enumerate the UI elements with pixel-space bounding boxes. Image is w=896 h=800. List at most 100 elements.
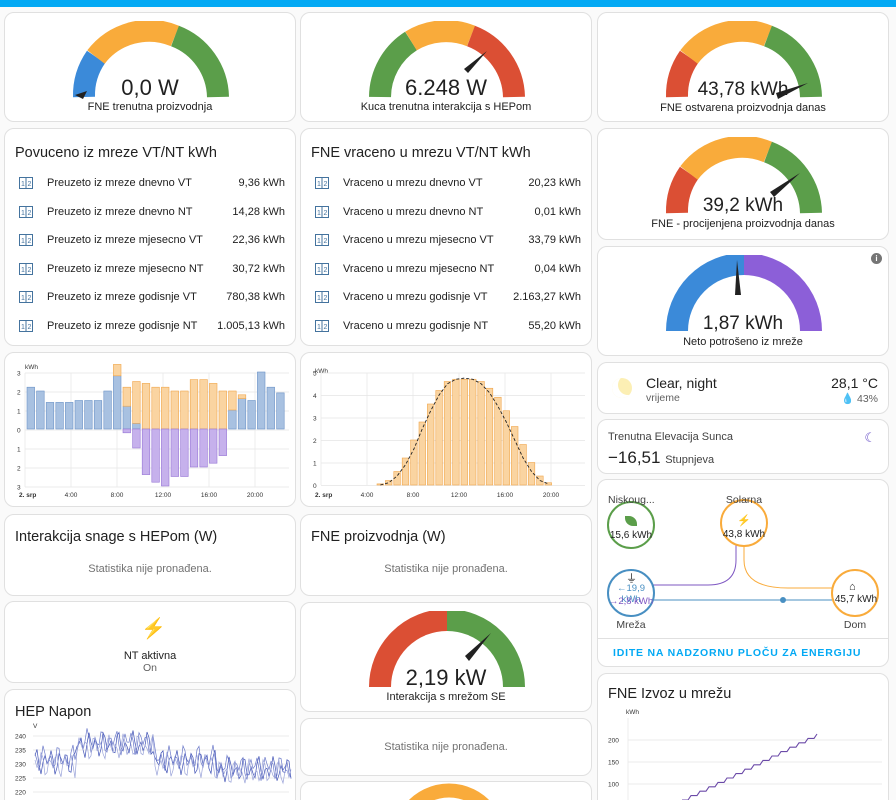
bar-grid-export [218, 428, 227, 456]
bar-solar-used [132, 381, 141, 424]
gauge-card-grid-se[interactable]: 2,19 kW Interakcija s mrežom SE [300, 602, 592, 712]
fne-export-card[interactable]: FNE Izvoz u mrežu kWh 200 150 100 [597, 673, 889, 800]
entity-row[interactable]: 1 2 Vraceno u mrezu dnevno VT 20,23 kWh [311, 173, 581, 193]
weather-card[interactable]: Clear, night vrijeme 28,1 °C 💧 43% [597, 362, 889, 414]
entity-name: Preuzeto iz mreze dnevno VT [47, 177, 192, 189]
chart-card-solar[interactable]: kWh 5 4 3 2 1 0 2. srp 4:00 8:00 12:00 16:00 20:00 [300, 352, 592, 507]
bar-solar-used [161, 386, 170, 430]
gauge-card-fne-forecast[interactable]: 39,2 kWh FNE - procijenjena proizvodnja … [597, 128, 889, 240]
entity-row[interactable]: 1 2 Preuzeto iz mreze dnevno VT 9,36 kWh [15, 173, 285, 193]
bar-solar-used [170, 390, 179, 430]
bar-solar-production [376, 483, 384, 486]
no-stats-text: Statistika nije pronađena. [88, 563, 212, 575]
entity-name: Vraceno u mrezu dnevno VT [343, 177, 483, 189]
solar-value: 43,8 kWh [722, 529, 766, 540]
gauge-house [369, 21, 525, 98]
sun-elevation-card[interactable]: Trenutna Elevacija Sunca ☾ −16,51 Stupnj… [597, 419, 889, 474]
energy-distribution-card[interactable]: ⚡ ⏚ ⌂ Niskoug... 15,6 kWh Solarna 43,8 k… [597, 479, 889, 667]
weather-humidity: 💧 43% [840, 393, 878, 405]
gauge-label: FNE ostvarena proizvodnja danas [660, 102, 826, 114]
entity-name: Preuzeto iz mreze godisnje VT [47, 291, 197, 303]
bar-solar-production [443, 381, 452, 486]
svg-text:2: 2 [324, 324, 328, 331]
grid-in-value: ←19,9 kWh [617, 583, 645, 605]
gauge-card-fne-now[interactable]: 0,0 W FNE trenutna proizvodnja [4, 12, 296, 122]
bar-grid-export [199, 428, 208, 468]
bar-grid-export [189, 428, 199, 468]
gauge-needle [776, 83, 808, 99]
gauge-label: Interakcija s mrežom SE [386, 691, 506, 703]
bar-grid-import [84, 400, 93, 430]
chart-card-grid[interactable]: kWh 3 2 1 0 1 2 3 2. srp 4:00 8:00 12:00 16:00 20:00 [4, 352, 296, 507]
card-title: FNE proizvodnja (W) [311, 529, 446, 545]
humidity-value: 43% [856, 393, 878, 405]
gauge-card-net[interactable]: i 1,87 kWh Neto potrošeno iz mreže [597, 246, 889, 356]
bar-solar-production [469, 378, 477, 486]
bar-solar-used [122, 386, 131, 407]
card-title: HEP Napon [15, 704, 92, 720]
bar-solar-used [141, 383, 151, 430]
y-tick-label: 4 [313, 393, 317, 400]
pulled-card: Povuceno iz mreze VT/NT kWh 1 2 Preuzeto i… [4, 128, 296, 346]
entity-value: 1.005,13 kWh [217, 319, 285, 332]
bar-grid-import [266, 386, 275, 430]
info-icon[interactable]: i [871, 253, 882, 264]
gauge-label: FNE - procijenjena proizvodnja danas [651, 218, 835, 230]
bar-grid-export [180, 428, 189, 477]
energy-dashboard-link[interactable]: IDITE NA NADZORNU PLOČU ZA ENERGIJU [613, 647, 862, 659]
sun-title: Trenutna Elevacija Sunca [608, 431, 733, 443]
gauge-fne-today [666, 21, 822, 99]
bar-grid-import [55, 402, 64, 430]
x-tick-label: 16:00 [201, 492, 218, 499]
svg-text:2: 2 [28, 295, 32, 302]
bar-solar-used [113, 364, 122, 377]
entity-row[interactable]: 1 2 Preuzeto iz mreze dnevno NT 14,28 kWh [15, 202, 285, 222]
entity-value: 33,79 kWh [528, 234, 581, 246]
card-title: FNE Izvoz u mrežu [608, 686, 732, 702]
bar-solar-production [502, 410, 510, 486]
entity-row[interactable]: 1 2 Preuzeto iz mreze godisnje NT 1.005,13 … [15, 316, 285, 336]
bar-solar-production [401, 457, 410, 486]
weather-temp: 28,1 °C [831, 375, 878, 391]
bar-solar-used [151, 386, 160, 430]
entity-row[interactable]: 1 2 Preuzeto iz mreze godisnje VT 780,38 kW… [15, 287, 285, 307]
y-tick-label: 200 [608, 738, 619, 745]
svg-text:2: 2 [28, 267, 32, 274]
y-unit-label: kWh [315, 368, 328, 375]
bar-grid-import [93, 400, 103, 430]
partial-gauge-card [300, 781, 592, 800]
home-icon: ⌂ [849, 581, 856, 593]
nt-active-card[interactable]: ⚡ NT aktivna On [4, 601, 296, 683]
gauge-card-house[interactable]: 6.248 W Kuca trenutna interakcija s HEPo… [300, 12, 592, 122]
entity-name: Vraceno u mrezu mjesecno NT [343, 262, 495, 275]
svg-text:1: 1 [317, 181, 321, 188]
y-tick-label: 230 [15, 762, 26, 769]
gauge-card-fne-today[interactable]: 43,78 kWh FNE ostvarena proizvodnja dana… [597, 12, 889, 122]
no-stats-text: Statistika nije pronađena. [384, 563, 508, 575]
entity-row[interactable]: 1 2 Vraceno u mrezu godisnje VT 2.163,27 kW… [311, 287, 581, 307]
entity-row[interactable]: 1 2 Vraceno u mrezu godisnje NT 55,20 kWh [311, 316, 581, 336]
gauge-needle [735, 260, 741, 295]
gauge-value: 6.248 W [405, 75, 487, 100]
entity-row[interactable]: 1 2 Vraceno u mrezu mjesecno VT 33,79 kWh [311, 230, 581, 250]
hep-voltage-card[interactable]: HEP Napon V 240 235 230 225 220 [4, 689, 296, 800]
y-tick-label: 3 [17, 485, 21, 492]
entity-name: Vraceno u mrezu dnevno NT [343, 205, 484, 218]
bar-solar-used [218, 390, 227, 430]
bar-solar-production [427, 403, 435, 486]
bar-grid-export [170, 428, 179, 477]
svg-text:2: 2 [28, 181, 32, 188]
entity-row[interactable]: 1 2 Vraceno u mrezu dnevno NT 0,01 kWh [311, 202, 581, 222]
x-tick-label: 12:00 [155, 492, 172, 499]
bar-solar-production [435, 390, 443, 486]
entity-row[interactable]: 1 2 Preuzeto iz mreze mjesecno NT 30,72 kWh [15, 259, 285, 279]
moon-icon [612, 378, 632, 398]
entity-row[interactable]: 1 2 Preuzeto iz mreze mjesecno VT 22,36 kWh [15, 230, 285, 250]
gauge-value: 2,19 kW [405, 665, 487, 690]
entity-row[interactable]: 1 2 Vraceno u mrezu mjesecno NT 0,04 kWh [311, 259, 581, 279]
